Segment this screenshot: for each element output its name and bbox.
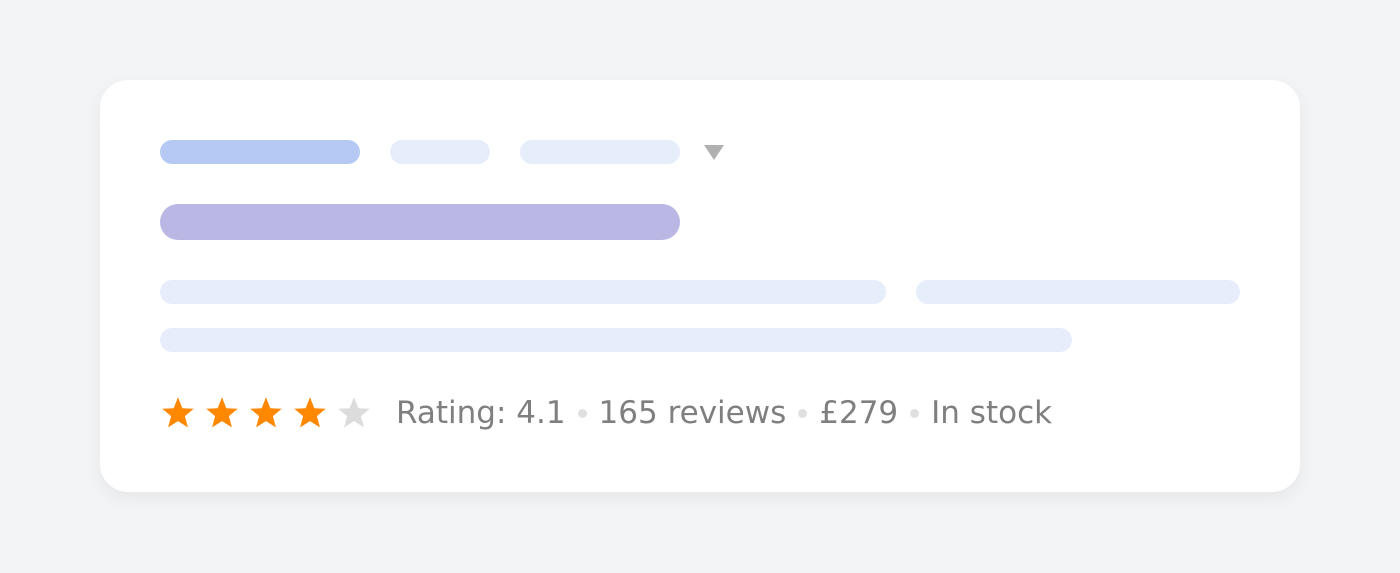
skeleton-tag: [390, 140, 490, 164]
star-rating: [160, 395, 372, 431]
skeleton-line: [916, 280, 1240, 304]
star-icon: [204, 395, 240, 431]
separator-dot: [577, 408, 587, 418]
separator-dot: [910, 408, 920, 418]
rating-label: Rating: 4.1: [396, 395, 566, 431]
review-count: 165 reviews: [598, 395, 787, 431]
separator-dot: [798, 408, 808, 418]
skeleton-line: [160, 328, 1072, 352]
skeleton-line: [160, 280, 886, 304]
price: £279: [819, 395, 899, 431]
skeleton-title: [160, 204, 680, 240]
rating-row: Rating: 4.1 165 reviews £279 In stock: [160, 390, 1052, 436]
skeleton-category: [160, 140, 360, 164]
caret-down-icon[interactable]: [704, 145, 724, 160]
star-icon: [160, 395, 196, 431]
skeleton-filter: [520, 140, 680, 164]
star-icon: [292, 395, 328, 431]
stock-status: In stock: [931, 395, 1053, 431]
star-icon: [248, 395, 284, 431]
star-icon: [336, 395, 372, 431]
